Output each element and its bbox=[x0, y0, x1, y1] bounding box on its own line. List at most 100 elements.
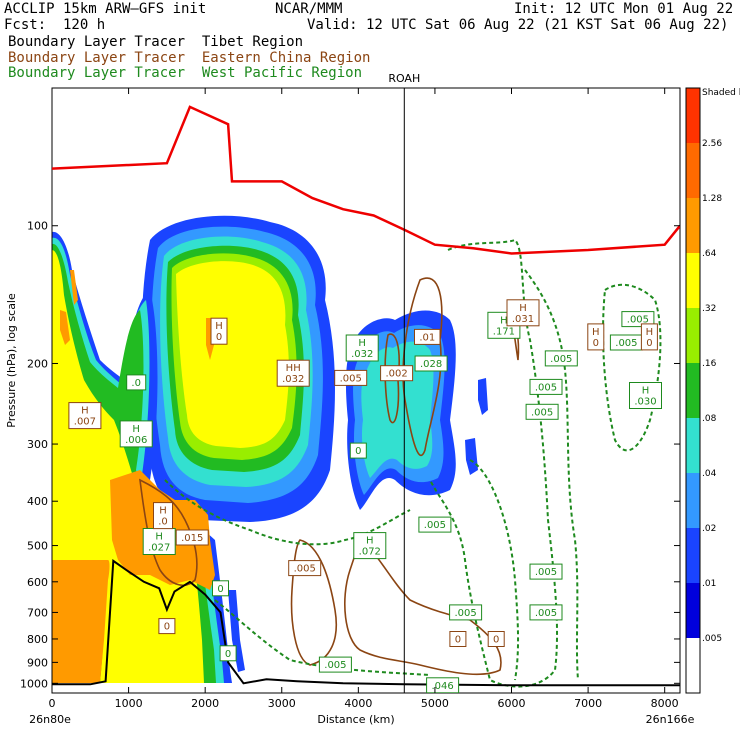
contour-label-text: .046 bbox=[431, 681, 453, 692]
contour-label-frame bbox=[126, 374, 147, 391]
contour-label-box: .002 bbox=[380, 365, 414, 382]
header-model: ACCLIP 15km ARW–GFS init bbox=[4, 1, 207, 17]
contour-label-text: 0 bbox=[355, 446, 361, 457]
contour-label-text: .005 bbox=[294, 564, 316, 575]
contour-label-text: .027 bbox=[148, 543, 170, 554]
colorbar-segment bbox=[686, 583, 700, 639]
contour-label-box: .005 bbox=[621, 311, 655, 328]
y-tick-label: 500 bbox=[27, 540, 48, 553]
contour-label-text: .007 bbox=[74, 417, 96, 428]
contour-label-frame bbox=[349, 442, 367, 459]
contour-label-frame bbox=[487, 631, 505, 647]
contour-label-frame bbox=[621, 311, 655, 328]
contour-label-text: .005 bbox=[615, 338, 637, 349]
x-tick-label: 4000 bbox=[344, 697, 372, 710]
tracer-contours bbox=[139, 238, 662, 688]
tropopause-line bbox=[52, 105, 680, 255]
contour-label-box: .005 bbox=[609, 334, 643, 351]
contour-label-text: .0 bbox=[158, 517, 168, 528]
contour-label-box: .005 bbox=[418, 516, 452, 533]
contour-label-box: 0 bbox=[212, 580, 229, 597]
colorbar-segment bbox=[686, 198, 700, 254]
header-init: Init: 12 UTC Mon 01 Aug 22 bbox=[514, 1, 734, 17]
contour-label-frame bbox=[544, 350, 578, 367]
contour-label-text: H bbox=[215, 321, 223, 332]
contour-label-frame bbox=[529, 604, 563, 621]
contour-label-text: H bbox=[132, 424, 140, 435]
colorbar-label: Shaded levels bbox=[702, 88, 740, 98]
contour-label-frame bbox=[210, 317, 228, 345]
y-tick-label: 300 bbox=[27, 438, 48, 451]
contour-label-frame bbox=[525, 403, 559, 420]
contour-green-3 bbox=[602, 283, 662, 452]
contour-label-box: 0 bbox=[487, 631, 505, 647]
contour-label-frame bbox=[414, 355, 448, 372]
y-tick-label: 400 bbox=[27, 495, 48, 508]
x-tick-label: 3000 bbox=[268, 697, 296, 710]
contour-label-text: H bbox=[81, 406, 89, 417]
contour-label-text: 0 bbox=[225, 649, 231, 660]
contour-label-text: 0 bbox=[164, 622, 170, 633]
contour-label-text: 0 bbox=[593, 338, 599, 349]
contour-label-box: .005 bbox=[529, 563, 563, 580]
contour-label-box: 0 bbox=[449, 631, 467, 647]
contour-green-4 bbox=[164, 479, 411, 546]
y-tick-label: 800 bbox=[27, 633, 48, 646]
contour-label-text: .002 bbox=[385, 369, 407, 380]
contour-label-frame bbox=[276, 359, 310, 387]
x-tick-label: 2000 bbox=[191, 697, 219, 710]
y-axis-label: Pressure (hPa), log scale bbox=[5, 293, 18, 428]
contour-label-box: .028 bbox=[414, 355, 448, 372]
contour-label-box: H0 bbox=[587, 323, 605, 351]
contour-label-box: 0 bbox=[158, 618, 176, 635]
contour-label-text: .005 bbox=[424, 520, 446, 531]
contour-label-text: .015 bbox=[181, 533, 203, 544]
contour-label-text: .0 bbox=[131, 378, 141, 389]
legend-entry-tibet: Boundary Layer Tracer Tibet Region bbox=[8, 34, 304, 50]
contour-green-2 bbox=[524, 269, 579, 681]
colorbar-label: 1.28 bbox=[702, 194, 722, 204]
colorbar-segment bbox=[686, 363, 700, 419]
contour-label-text: .032 bbox=[351, 349, 373, 360]
contour-label-text: .171 bbox=[493, 326, 515, 337]
contour-label-frame bbox=[142, 528, 176, 555]
contour-label-text: H bbox=[155, 532, 163, 543]
x-tick-label: 6000 bbox=[498, 697, 526, 710]
colorbar-segment bbox=[686, 418, 700, 474]
contour-label-box: 0 bbox=[349, 442, 367, 459]
contour-label-text: .005 bbox=[550, 354, 572, 365]
contour-label-box: H.032 bbox=[345, 334, 379, 362]
contour-label-text: .005 bbox=[531, 407, 553, 418]
y-tick-label: 200 bbox=[27, 357, 48, 370]
x-axis-label: Distance (km) bbox=[317, 713, 394, 726]
contour-label-frame bbox=[68, 402, 102, 430]
contour-label-box: H.0 bbox=[153, 502, 173, 530]
contour-label-text: .005 bbox=[340, 373, 362, 384]
colorbar-label: .02 bbox=[702, 524, 716, 534]
contour-label-text: H bbox=[646, 327, 654, 338]
contour-label-box: .01 bbox=[414, 328, 441, 345]
contour-label-text: .01 bbox=[419, 332, 435, 343]
contour-label-text: 0 bbox=[217, 584, 223, 595]
contour-label-box: .015 bbox=[175, 529, 209, 546]
contour-label-text: H bbox=[358, 338, 366, 349]
contour-label-box: 0 bbox=[219, 645, 237, 662]
contour-label-frame bbox=[219, 645, 237, 662]
contour-label-box: .005 bbox=[529, 604, 563, 621]
contour-brown-4 bbox=[290, 539, 337, 666]
contour-label-text: .005 bbox=[324, 660, 346, 671]
contour-label-text: .031 bbox=[512, 314, 534, 325]
header-valid: Valid: 12 UTC Sat 06 Aug 22 (21 KST Sat … bbox=[307, 17, 729, 33]
plot-frame bbox=[51, 87, 681, 694]
contour-label-text: .032 bbox=[282, 374, 304, 385]
y-tick-label: 600 bbox=[27, 576, 48, 589]
contour-label-box: H.027 bbox=[142, 528, 176, 555]
contour-label-box: .0 bbox=[126, 374, 147, 391]
contour-label-box: .005 bbox=[288, 560, 322, 577]
contour-label-frame bbox=[353, 532, 387, 560]
contour-label-text: .005 bbox=[535, 567, 557, 578]
x-tick-label: 7000 bbox=[574, 697, 602, 710]
shade-yellow-main bbox=[176, 261, 289, 448]
contour-label-frame bbox=[529, 563, 563, 580]
